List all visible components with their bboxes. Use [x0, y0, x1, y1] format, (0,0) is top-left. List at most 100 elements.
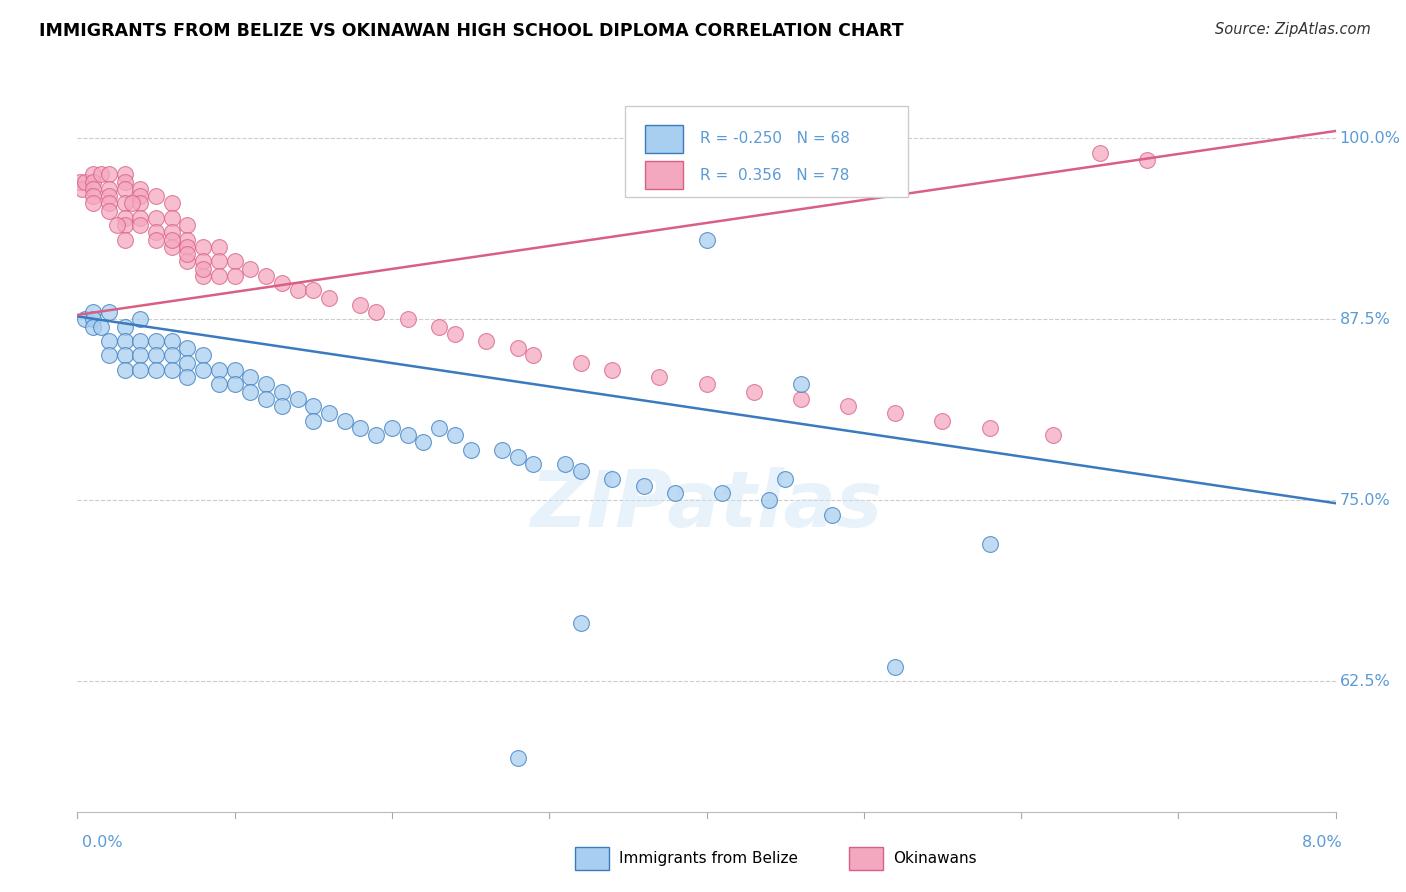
Point — [82, 319, 104, 334]
Point — [569, 464, 592, 478]
Point — [129, 182, 152, 196]
Point — [931, 414, 953, 428]
Point — [366, 305, 388, 319]
Point — [239, 370, 262, 384]
Point — [884, 660, 907, 674]
Point — [145, 225, 167, 239]
Point — [160, 363, 183, 377]
Point — [129, 196, 152, 211]
Point — [758, 493, 780, 508]
Point — [160, 349, 183, 363]
Point — [302, 399, 325, 413]
Point — [82, 189, 104, 203]
Point — [366, 428, 388, 442]
Point — [1136, 153, 1159, 167]
Point — [742, 384, 765, 399]
Point — [191, 363, 215, 377]
Point — [648, 370, 671, 384]
Point — [569, 356, 592, 370]
Point — [318, 406, 340, 420]
Point — [97, 334, 120, 348]
Point — [129, 349, 152, 363]
Point — [176, 233, 198, 247]
Point — [884, 406, 907, 420]
Point — [427, 319, 450, 334]
Point — [97, 203, 120, 218]
Point — [270, 276, 292, 290]
Point — [114, 168, 136, 182]
Point — [160, 211, 183, 225]
Point — [224, 363, 246, 377]
Point — [491, 442, 513, 457]
Point — [506, 341, 529, 355]
Point — [129, 218, 152, 232]
Point — [191, 261, 215, 276]
Point — [506, 751, 529, 765]
Point — [176, 356, 198, 370]
Point — [176, 341, 198, 355]
Point — [160, 196, 183, 211]
Point — [1042, 428, 1064, 442]
Point — [114, 334, 136, 348]
Point — [145, 334, 167, 348]
Point — [145, 211, 167, 225]
Point — [129, 363, 152, 377]
Point — [333, 414, 356, 428]
Point — [191, 268, 215, 283]
Text: 100.0%: 100.0% — [1340, 131, 1400, 145]
Text: 0.0%: 0.0% — [82, 836, 122, 850]
Point — [979, 537, 1001, 551]
Point — [114, 196, 136, 211]
Point — [208, 377, 231, 392]
Point — [75, 312, 97, 326]
Point — [427, 421, 450, 435]
Text: IMMIGRANTS FROM BELIZE VS OKINAWAN HIGH SCHOOL DIPLOMA CORRELATION CHART: IMMIGRANTS FROM BELIZE VS OKINAWAN HIGH … — [39, 22, 904, 40]
Point — [302, 283, 325, 297]
Point — [191, 254, 215, 268]
Point — [145, 233, 167, 247]
Point — [224, 268, 246, 283]
Point — [176, 218, 198, 232]
Text: Source: ZipAtlas.com: Source: ZipAtlas.com — [1215, 22, 1371, 37]
Point — [412, 435, 434, 450]
Point — [790, 392, 813, 406]
Point — [176, 254, 198, 268]
Point — [396, 428, 419, 442]
Point — [97, 182, 120, 196]
Point — [82, 305, 104, 319]
Point — [82, 168, 104, 182]
Point — [349, 421, 371, 435]
Point — [114, 319, 136, 334]
Point — [121, 196, 143, 211]
Point — [460, 442, 482, 457]
Point — [114, 182, 136, 196]
Point — [664, 486, 686, 500]
Point — [522, 457, 544, 471]
Point — [302, 414, 325, 428]
Text: Okinawans: Okinawans — [893, 851, 976, 865]
Point — [70, 182, 93, 196]
Point — [270, 384, 292, 399]
Point — [191, 240, 215, 254]
Point — [837, 399, 859, 413]
Text: 75.0%: 75.0% — [1340, 492, 1391, 508]
Text: R =  0.356   N = 78: R = 0.356 N = 78 — [700, 168, 849, 183]
Point — [75, 175, 97, 189]
Point — [191, 349, 215, 363]
Text: 62.5%: 62.5% — [1340, 673, 1391, 689]
Point — [176, 240, 198, 254]
Point — [711, 486, 734, 500]
Point — [600, 363, 623, 377]
Point — [114, 218, 136, 232]
Point — [114, 363, 136, 377]
Point — [114, 211, 136, 225]
Point — [1088, 145, 1111, 160]
Text: 87.5%: 87.5% — [1340, 312, 1391, 326]
Point — [506, 450, 529, 464]
Point — [97, 349, 120, 363]
Point — [254, 377, 277, 392]
Point — [270, 399, 292, 413]
Point — [208, 240, 231, 254]
Point — [318, 291, 340, 305]
Point — [129, 334, 152, 348]
